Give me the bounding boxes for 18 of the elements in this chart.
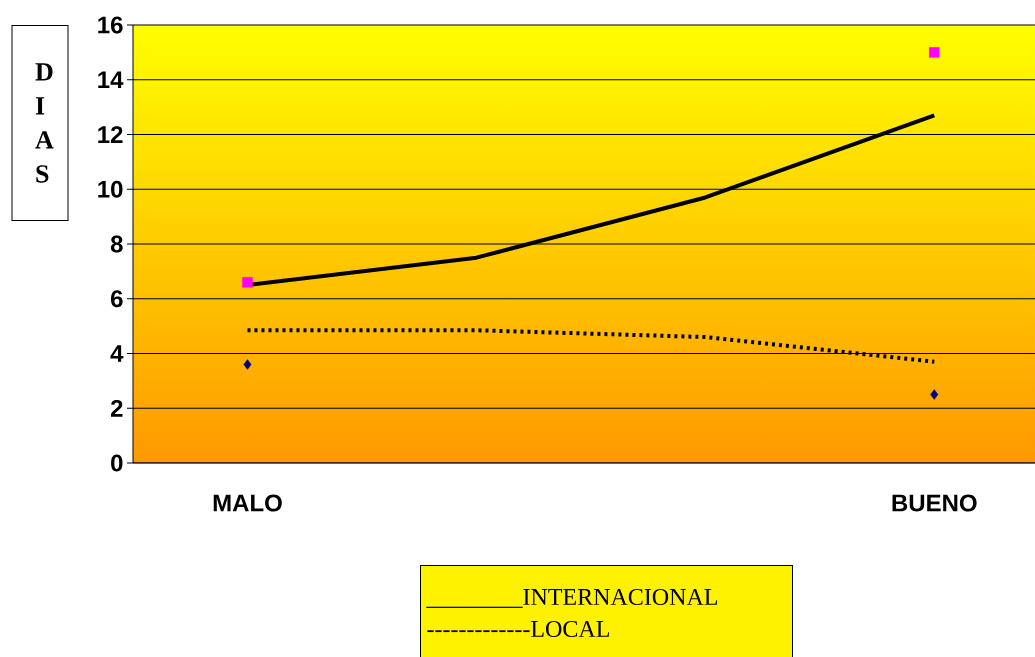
- text: -------------LOCAL: [427, 620, 609, 638]
- point: [242, 277, 253, 288]
- point: [929, 47, 940, 58]
- y-tick-label: 14: [98, 71, 124, 89]
- text: ________INTERNACIONAL: [426, 588, 718, 608]
- y-tick-label: 4: [110, 345, 124, 362]
- y-tick-label: 2: [110, 399, 123, 417]
- x-tick-label: MALO: [213, 494, 282, 512]
- y-tick-label: 0: [111, 454, 123, 472]
- y-tick-label: 16: [98, 16, 123, 34]
- y-axis-title: D I A S: [35, 63, 54, 183]
- y-tick-label: 12: [98, 126, 123, 143]
- point: [930, 389, 939, 400]
- y-tick-label: 8: [110, 235, 123, 253]
- y-tick-label: 10: [98, 180, 123, 198]
- y-tick-label: 6: [111, 290, 123, 308]
- x-tick-label: BUENO: [892, 494, 977, 512]
- point: [243, 359, 252, 370]
